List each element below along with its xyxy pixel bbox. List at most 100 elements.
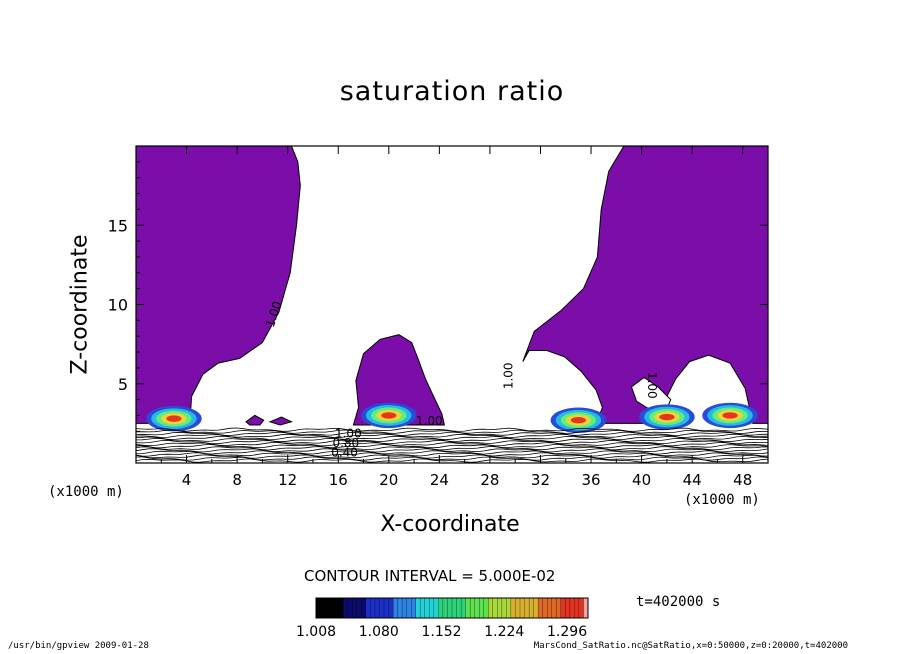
contour-line: [136, 458, 768, 463]
contour-label: 1.00: [335, 427, 362, 441]
colorbar-cell: [465, 597, 471, 619]
contour-label: 1.00: [416, 414, 443, 428]
colorbar-cell: [551, 597, 557, 619]
x-tick-label: 20: [379, 471, 398, 489]
x-unit-left: (x1000 m): [48, 484, 124, 500]
colorbar-cell: [329, 597, 335, 619]
colorbar-cell: [429, 597, 435, 619]
colorbar-cell: [397, 597, 403, 619]
footer-right: MarsCond_SatRatio.nc@SatRatio,x=0:50000,…: [533, 641, 848, 651]
cloud-patch-small-2: [268, 416, 293, 426]
colorbar-cell: [524, 597, 530, 619]
colorbar-cell: [370, 597, 376, 619]
colorbar-cell: [333, 597, 340, 619]
colorbar-cell: [433, 597, 439, 619]
x-tick-label: 32: [531, 471, 550, 489]
y-tick-label: 10: [108, 296, 128, 315]
colorbar-cell: [565, 597, 571, 619]
colorbar-cell: [560, 597, 566, 619]
colorbar-cell: [533, 597, 539, 619]
colorbar-cell: [320, 597, 326, 619]
x-tick-label: 12: [278, 471, 297, 489]
contour-line: [136, 456, 768, 461]
colorbar-cell: [556, 597, 562, 619]
colorbar-cell: [438, 597, 444, 619]
contour-line: [136, 441, 768, 447]
cloud-patch-small-1: [245, 414, 265, 426]
contour-label: 1.00: [502, 362, 516, 389]
colorbar-cell: [578, 597, 584, 619]
x-unit-right: (x1000 m): [684, 492, 760, 508]
colorbar-cell: [324, 597, 331, 619]
contour-line: [136, 454, 768, 459]
x-tick-label: 44: [683, 471, 702, 489]
saturation-core: [361, 402, 417, 429]
colorbar-cell: [528, 597, 535, 619]
x-tick-label: 24: [430, 471, 449, 489]
colorbar-cell: [519, 597, 525, 619]
colorbar-cell: [374, 597, 380, 619]
colorbar-cell: [406, 597, 412, 619]
contour-line: [136, 439, 768, 445]
cloud-region-left: [136, 146, 301, 424]
saturation-core: [702, 402, 758, 429]
colorbar-cell: [569, 597, 575, 619]
cloud-region-center: [352, 334, 446, 426]
contour-line: [136, 427, 768, 432]
colorbar-cell: [420, 597, 426, 619]
colorbar-tick-label: 1.008: [296, 624, 336, 640]
colorbar-cell: [501, 597, 507, 619]
colorbar-cell: [365, 597, 371, 619]
colorbar-cell: [469, 597, 476, 619]
surface-contours: [136, 427, 768, 463]
saturation-core: [146, 405, 202, 432]
colorbar-cell: [542, 597, 548, 619]
contour-line: [136, 433, 768, 439]
colorbar-cell: [506, 597, 512, 619]
footer-left: /usr/bin/gpview 2009-01-28: [8, 641, 149, 651]
contour-line: [136, 435, 768, 441]
colorbar-frame: [315, 597, 589, 619]
contour-line: [136, 446, 768, 451]
colorbar-tick-label: 1.152: [421, 624, 461, 640]
colorbar-cell: [356, 597, 362, 619]
colorbar-cell: [447, 597, 453, 619]
colorbar-cell: [483, 597, 489, 619]
cloud-region-right: [522, 146, 768, 424]
colorbar-tick-label: 1.080: [359, 624, 399, 640]
colorbar-cell: [451, 597, 457, 619]
colorbar-cell: [456, 597, 462, 619]
colorbar-cell: [415, 597, 421, 619]
contour-line: [136, 450, 768, 455]
chart-title: saturation ratio: [339, 76, 565, 107]
saturation-core: [550, 407, 607, 433]
contour-line: [136, 452, 768, 457]
x-tick-label: 4: [182, 471, 192, 489]
contour-label: 0.80: [332, 436, 359, 450]
colorbar-tick-label: 1.224: [484, 624, 524, 640]
x-tick-label: 8: [232, 471, 242, 489]
colorbar-cell: [383, 597, 389, 619]
time-label: t=402000 s: [636, 594, 721, 610]
colorbar-cell: [401, 597, 408, 619]
colorbar-cell: [411, 597, 417, 619]
colorbar-cell: [338, 597, 344, 619]
colorbar-cell: [460, 597, 467, 619]
colorbar-cell: [361, 597, 367, 619]
colorbar-cell: [347, 597, 353, 619]
colorbar-cell: [442, 597, 448, 619]
colorbar-cell: [488, 597, 494, 619]
colorbar-cell: [343, 597, 349, 619]
contour-line: [136, 431, 768, 436]
colorbar-cell: [315, 597, 321, 619]
colorbar-cell: [492, 597, 498, 619]
contour-label: 1.00: [645, 372, 659, 399]
colorbar-cell: [510, 597, 516, 619]
x-tick-label: 36: [581, 471, 600, 489]
saturation-core: [639, 404, 695, 430]
y-tick-label: 15: [108, 216, 128, 235]
colorbar: [315, 597, 589, 619]
y-tick-label: 5: [118, 375, 128, 394]
saturated-regions: [136, 146, 768, 433]
